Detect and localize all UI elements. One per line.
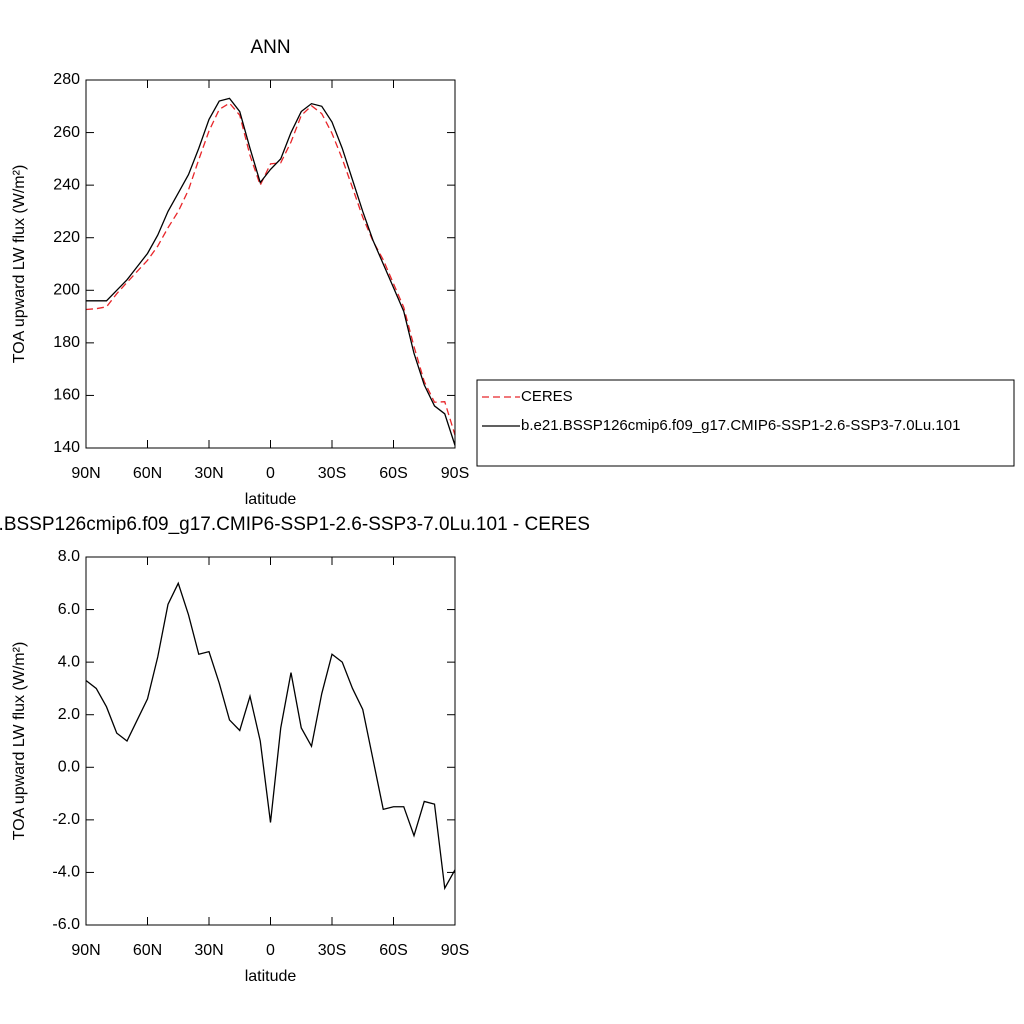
x-tick-label: 60N bbox=[133, 465, 162, 482]
data-line bbox=[85, 581, 456, 891]
x-tick-label: 90S bbox=[441, 942, 469, 959]
x-tick-label: 0 bbox=[266, 465, 275, 482]
x-tick-label: 30N bbox=[194, 942, 223, 959]
y-tick-label: 140 bbox=[53, 439, 80, 456]
y-tick-label: -2.0 bbox=[52, 811, 80, 828]
x-tick-label: 60N bbox=[133, 942, 162, 959]
y-tick-label: 160 bbox=[53, 387, 80, 404]
y-tick-label: 2.0 bbox=[58, 706, 80, 723]
data-line bbox=[86, 97, 456, 446]
x-tick-label: 90N bbox=[71, 942, 100, 959]
y-axis-label: TOA upward LW flux (W/m²) bbox=[11, 642, 28, 841]
plot-frame bbox=[85, 556, 456, 926]
y-tick-label: 4.0 bbox=[58, 653, 80, 670]
plot-frame bbox=[85, 79, 456, 449]
x-tick-label: 60S bbox=[379, 942, 407, 959]
x-tick-label: 0 bbox=[266, 942, 275, 959]
x-axis-label: latitude bbox=[245, 968, 297, 985]
y-tick-label: 6.0 bbox=[58, 601, 80, 618]
y-tick-label: 180 bbox=[53, 334, 80, 351]
chart-title: ANN bbox=[250, 37, 290, 58]
y-tick-label: 200 bbox=[53, 282, 80, 299]
legend-label: CERES bbox=[521, 388, 573, 405]
legend-box bbox=[476, 379, 1015, 467]
x-tick-label: 30S bbox=[318, 942, 346, 959]
y-axis-label: TOA upward LW flux (W/m²) bbox=[11, 165, 28, 364]
x-axis-label: latitude bbox=[245, 491, 297, 508]
y-tick-label: 280 bbox=[53, 71, 80, 88]
x-tick-label: 90S bbox=[441, 465, 469, 482]
legend-label: b.e21.BSSP126cmip6.f09_g17.CMIP6-SSP1-2.… bbox=[521, 417, 960, 434]
y-tick-label: 220 bbox=[53, 229, 80, 246]
y-tick-label: 240 bbox=[53, 176, 80, 193]
data-line bbox=[85, 102, 456, 436]
x-tick-label: 30N bbox=[194, 465, 223, 482]
y-tick-label: -6.0 bbox=[52, 916, 80, 933]
y-tick-label: -4.0 bbox=[52, 864, 80, 881]
y-tick-label: 260 bbox=[53, 124, 80, 141]
x-tick-label: 30S bbox=[318, 465, 346, 482]
x-tick-label: 90N bbox=[71, 465, 100, 482]
x-tick-label: 60S bbox=[379, 465, 407, 482]
y-tick-label: 0.0 bbox=[58, 759, 80, 776]
y-tick-label: 8.0 bbox=[58, 548, 80, 565]
chart-title: b.e21.BSSP126cmip6.f09_g17.CMIP6-SSP1-2.… bbox=[0, 514, 590, 535]
